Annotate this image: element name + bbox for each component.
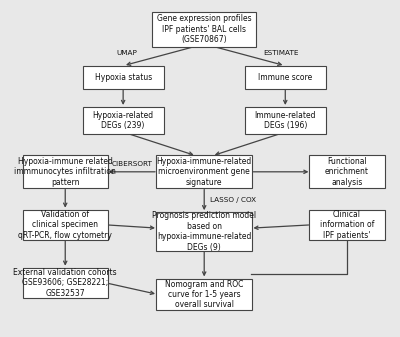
Text: UMAP: UMAP: [116, 50, 138, 56]
FancyBboxPatch shape: [83, 66, 164, 89]
Text: Hypoxia-immune-related
microenvironment gene
signature: Hypoxia-immune-related microenvironment …: [156, 157, 252, 187]
Text: Immune score: Immune score: [258, 73, 312, 82]
FancyBboxPatch shape: [23, 268, 108, 298]
FancyBboxPatch shape: [245, 66, 326, 89]
Text: Clinical
information of
IPF patients': Clinical information of IPF patients': [320, 210, 374, 240]
Text: Prognosis prediction model
based on
hypoxia-immune-related
DEGs (9): Prognosis prediction model based on hypo…: [152, 211, 256, 252]
Text: Validation of
clinical specimen
qRT-PCR, flow cytometry: Validation of clinical specimen qRT-PCR,…: [18, 210, 112, 240]
Text: Gene expression profiles
IPF patients' BAL cells
(GSE70867): Gene expression profiles IPF patients' B…: [157, 14, 252, 44]
FancyBboxPatch shape: [309, 155, 385, 188]
FancyBboxPatch shape: [156, 155, 252, 188]
Text: Hypoxia-immune related
immmunocytes infiltration
pattern: Hypoxia-immune related immmunocytes infi…: [14, 157, 116, 187]
Text: Immune-related
DEGs (196): Immune-related DEGs (196): [254, 111, 316, 130]
Text: ESTIMATE: ESTIMATE: [264, 50, 299, 56]
FancyBboxPatch shape: [23, 155, 108, 188]
FancyBboxPatch shape: [309, 210, 385, 240]
Text: Functional
enrichment
analysis: Functional enrichment analysis: [325, 157, 369, 187]
Text: Nomogram and ROC
curve for 1-5 years
overall survival: Nomogram and ROC curve for 1-5 years ove…: [165, 280, 243, 309]
FancyBboxPatch shape: [83, 107, 164, 134]
Text: LASSO / COX: LASSO / COX: [210, 197, 256, 204]
FancyBboxPatch shape: [156, 279, 252, 310]
Text: Hypoxia-related
DEGs (239): Hypoxia-related DEGs (239): [92, 111, 154, 130]
FancyBboxPatch shape: [152, 12, 256, 47]
Text: CIBERSORT: CIBERSORT: [111, 160, 152, 166]
FancyBboxPatch shape: [245, 107, 326, 134]
FancyBboxPatch shape: [23, 210, 108, 240]
FancyBboxPatch shape: [156, 212, 252, 250]
Text: Hypoxia status: Hypoxia status: [94, 73, 152, 82]
Text: External validation cohorts
GSE93606; GSE28221;
GSE32537: External validation cohorts GSE93606; GS…: [14, 268, 117, 298]
